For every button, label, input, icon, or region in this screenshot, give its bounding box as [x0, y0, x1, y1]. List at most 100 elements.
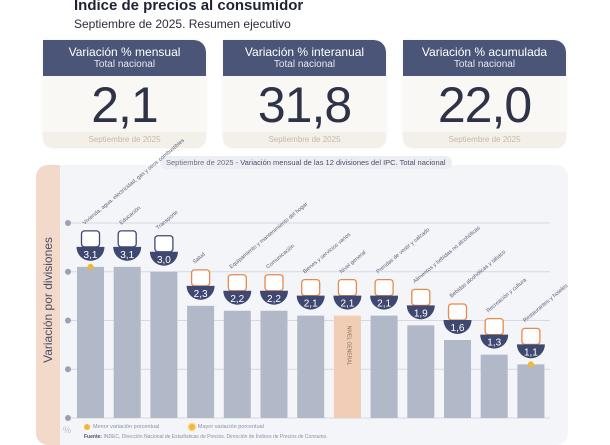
legend-dot: [84, 424, 90, 430]
bar: [187, 305, 215, 418]
data-label: 1,9: [414, 308, 428, 319]
household-icon: [227, 274, 247, 292]
bar: [517, 364, 545, 418]
legend: Menor variación porcentual Mayor variaci…: [84, 424, 292, 430]
bar: [370, 315, 398, 418]
data-label: 2,2: [230, 294, 244, 305]
card-header: Variación % acumulada Total nacional: [403, 40, 566, 76]
chart-title-period: Septiembre de 2025: [166, 158, 234, 167]
category-label: Recreación y cultura: [486, 277, 529, 314]
data-label: 1,6: [451, 323, 465, 334]
value-badge: [223, 290, 252, 305]
chart-title: Septiembre de 2025 - Variación mensual d…: [160, 156, 452, 169]
category-label: Bebidas alcohólicas y tabaco: [449, 249, 507, 299]
chart-title-text: Variación mensual de las 12 divisiones d…: [240, 158, 446, 167]
bar: [150, 271, 178, 418]
clothing-icon: [374, 278, 394, 297]
food-icon: [411, 288, 431, 307]
card-subtitle: Total nacional: [93, 59, 156, 70]
health-icon: [190, 269, 211, 287]
y-tick-dot: [65, 268, 71, 275]
bar: [444, 340, 471, 418]
bar: [480, 354, 508, 418]
restaurant-icon: [521, 327, 541, 346]
misc-goods-icon: [301, 278, 321, 297]
card-monthly: Variación % mensual Total nacional 2,1 S…: [43, 40, 206, 148]
card-yearly: Variación % interanual Total nacional 31…: [223, 40, 386, 148]
data-label: 3,0: [157, 255, 171, 266]
alcohol-tobacco-icon: [447, 303, 468, 321]
value-badge: [260, 290, 288, 305]
card-value: 31,8: [257, 77, 352, 133]
bar: [223, 310, 251, 418]
value-badge: [480, 334, 509, 349]
y-unit-label: %: [63, 425, 72, 435]
y-tick-dot: [65, 415, 71, 421]
education-icon: [117, 230, 137, 248]
category-label: Restaurantes y hoteles: [522, 283, 569, 324]
data-label: 3,1: [120, 250, 134, 261]
chart-side-band: [36, 165, 60, 445]
data-label: 1,3: [487, 338, 501, 349]
phone-icon: [264, 274, 284, 292]
card-period: Septiembre de 2025: [403, 132, 566, 148]
card-title: Variación % acumulada: [421, 45, 548, 59]
category-label: Transporte: [155, 210, 179, 232]
value-badge: [149, 251, 178, 266]
page-subtitle: Septiembre de 2025. Resumen ejecutivo: [74, 17, 291, 31]
transport-icon: [154, 235, 174, 253]
extreme-marker: [87, 263, 94, 270]
category-label: Prendas de vestir y calzado: [376, 227, 432, 275]
value-badge: [516, 344, 545, 359]
recreation-icon: [484, 317, 504, 336]
general-level-icon: [337, 278, 358, 297]
bar: [297, 315, 325, 418]
card-subtitle: Total nacional: [453, 59, 516, 70]
value-badge: [76, 246, 105, 261]
value-badge: [443, 320, 472, 334]
legend-item-min: Menor variación porcentual: [84, 424, 159, 430]
value-badge: [296, 295, 325, 310]
value-badge: [333, 295, 362, 310]
page-title: Índice de precios al consumidor: [74, 0, 304, 14]
source-note: Fuente: INDEC, Dirección Nacional de Est…: [84, 434, 328, 440]
card-title: Variación % interanual: [244, 45, 365, 59]
card-value: 22,0: [437, 77, 532, 133]
value-badge: [406, 305, 435, 320]
card-title: Variación % mensual: [68, 45, 181, 59]
card-period: Septiembre de 2025: [43, 132, 206, 148]
general-level-label: NIVEL GENERAL: [345, 326, 351, 366]
data-label: 2,3: [194, 289, 208, 300]
category-label: Salud: [192, 252, 207, 266]
card-cumulative: Variación % acumulada Total nacional 22,…: [403, 40, 566, 148]
card-header: Variación % mensual Total nacional: [43, 40, 206, 76]
value-badge: [186, 285, 215, 300]
y-tick-dot: [65, 220, 71, 226]
data-label: 2,1: [304, 299, 318, 310]
card-value: 2,1: [91, 77, 159, 133]
bar: [113, 266, 141, 418]
bar: [260, 310, 288, 418]
bar: [333, 315, 361, 418]
data-label: 2,1: [377, 299, 391, 310]
category-label: Comunicación: [265, 243, 296, 270]
category-label: Equipamiento y mantenimiento del hogar: [229, 201, 310, 270]
bar: [407, 325, 435, 418]
data-label: 3,1: [84, 250, 98, 261]
legend-item-max: Mayor variación porcentual: [188, 424, 264, 430]
bar: [77, 266, 104, 418]
house-utilities-icon: [80, 230, 101, 248]
data-label: 1,1: [524, 347, 538, 358]
legend-dot: [188, 424, 195, 430]
card-subtitle: Total nacional: [273, 59, 336, 70]
y-tick-dot: [65, 366, 71, 373]
data-label: 2,2: [267, 294, 281, 305]
card-period: Septiembre de 2025: [223, 132, 386, 148]
data-label: 2,1: [340, 299, 354, 310]
y-tick-dot: [65, 317, 71, 324]
value-badge: [113, 246, 142, 261]
card-header: Variación % interanual Total nacional: [223, 40, 386, 76]
value-badge: [370, 295, 399, 310]
extreme-marker: [527, 361, 534, 368]
